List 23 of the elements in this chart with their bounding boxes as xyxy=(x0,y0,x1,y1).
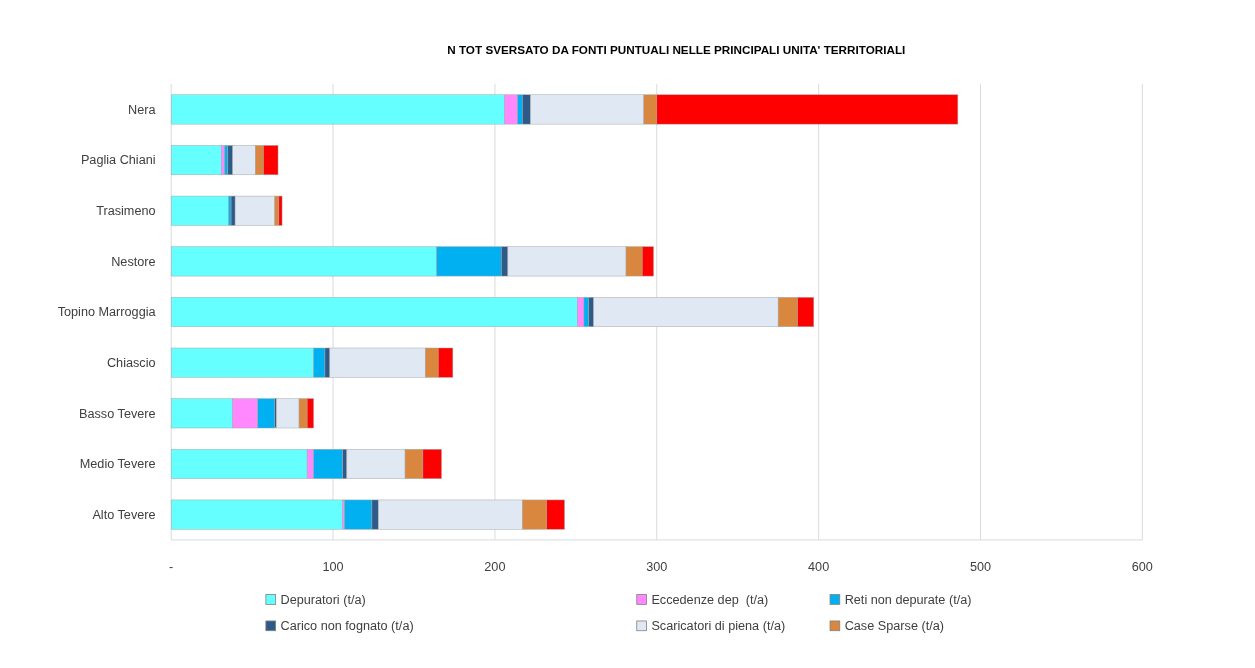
x-tick-label: 600 xyxy=(1131,560,1153,575)
chart-title: N TOT SVERSATO DA FONTI PUNTUALI NELLE PRINCIPALI UNITA' TERRITORIALI xyxy=(447,42,906,56)
x-tick-label: 100 xyxy=(322,560,344,575)
legend-label: Reti non depurate (t/a) xyxy=(844,592,972,607)
y-tick-label: Basso Tevere xyxy=(79,406,156,421)
y-tick-label: Chiascio xyxy=(106,356,156,371)
y-tick-label: Medio Tevere xyxy=(79,457,156,472)
y-tick-label: Nestore xyxy=(111,254,156,269)
x-tick-label: 500 xyxy=(969,560,992,575)
legend-label: Eccedenze dep (t/a) xyxy=(651,592,769,607)
legend-label: Carico non fognato (t/a) xyxy=(280,619,414,634)
y-tick-label: Nera xyxy=(128,102,157,117)
y-tick-label: Trasimeno xyxy=(96,204,156,219)
y-tick-label: Topino Marroggia xyxy=(57,305,157,320)
y-tick-label: Paglia Chiani xyxy=(80,153,156,168)
x-tick-label: - xyxy=(169,560,174,575)
legend-label: Case Sparse (t/a) xyxy=(844,619,944,634)
x-tick-label: 200 xyxy=(484,560,506,575)
x-tick-label: 400 xyxy=(808,560,830,575)
legend-label: Scaricatori di piena (t/a) xyxy=(651,619,786,634)
y-tick-label: Alto Tevere xyxy=(92,508,156,523)
x-tick-label: 300 xyxy=(646,560,668,575)
legend-label: Depuratori (t/a) xyxy=(280,592,366,607)
